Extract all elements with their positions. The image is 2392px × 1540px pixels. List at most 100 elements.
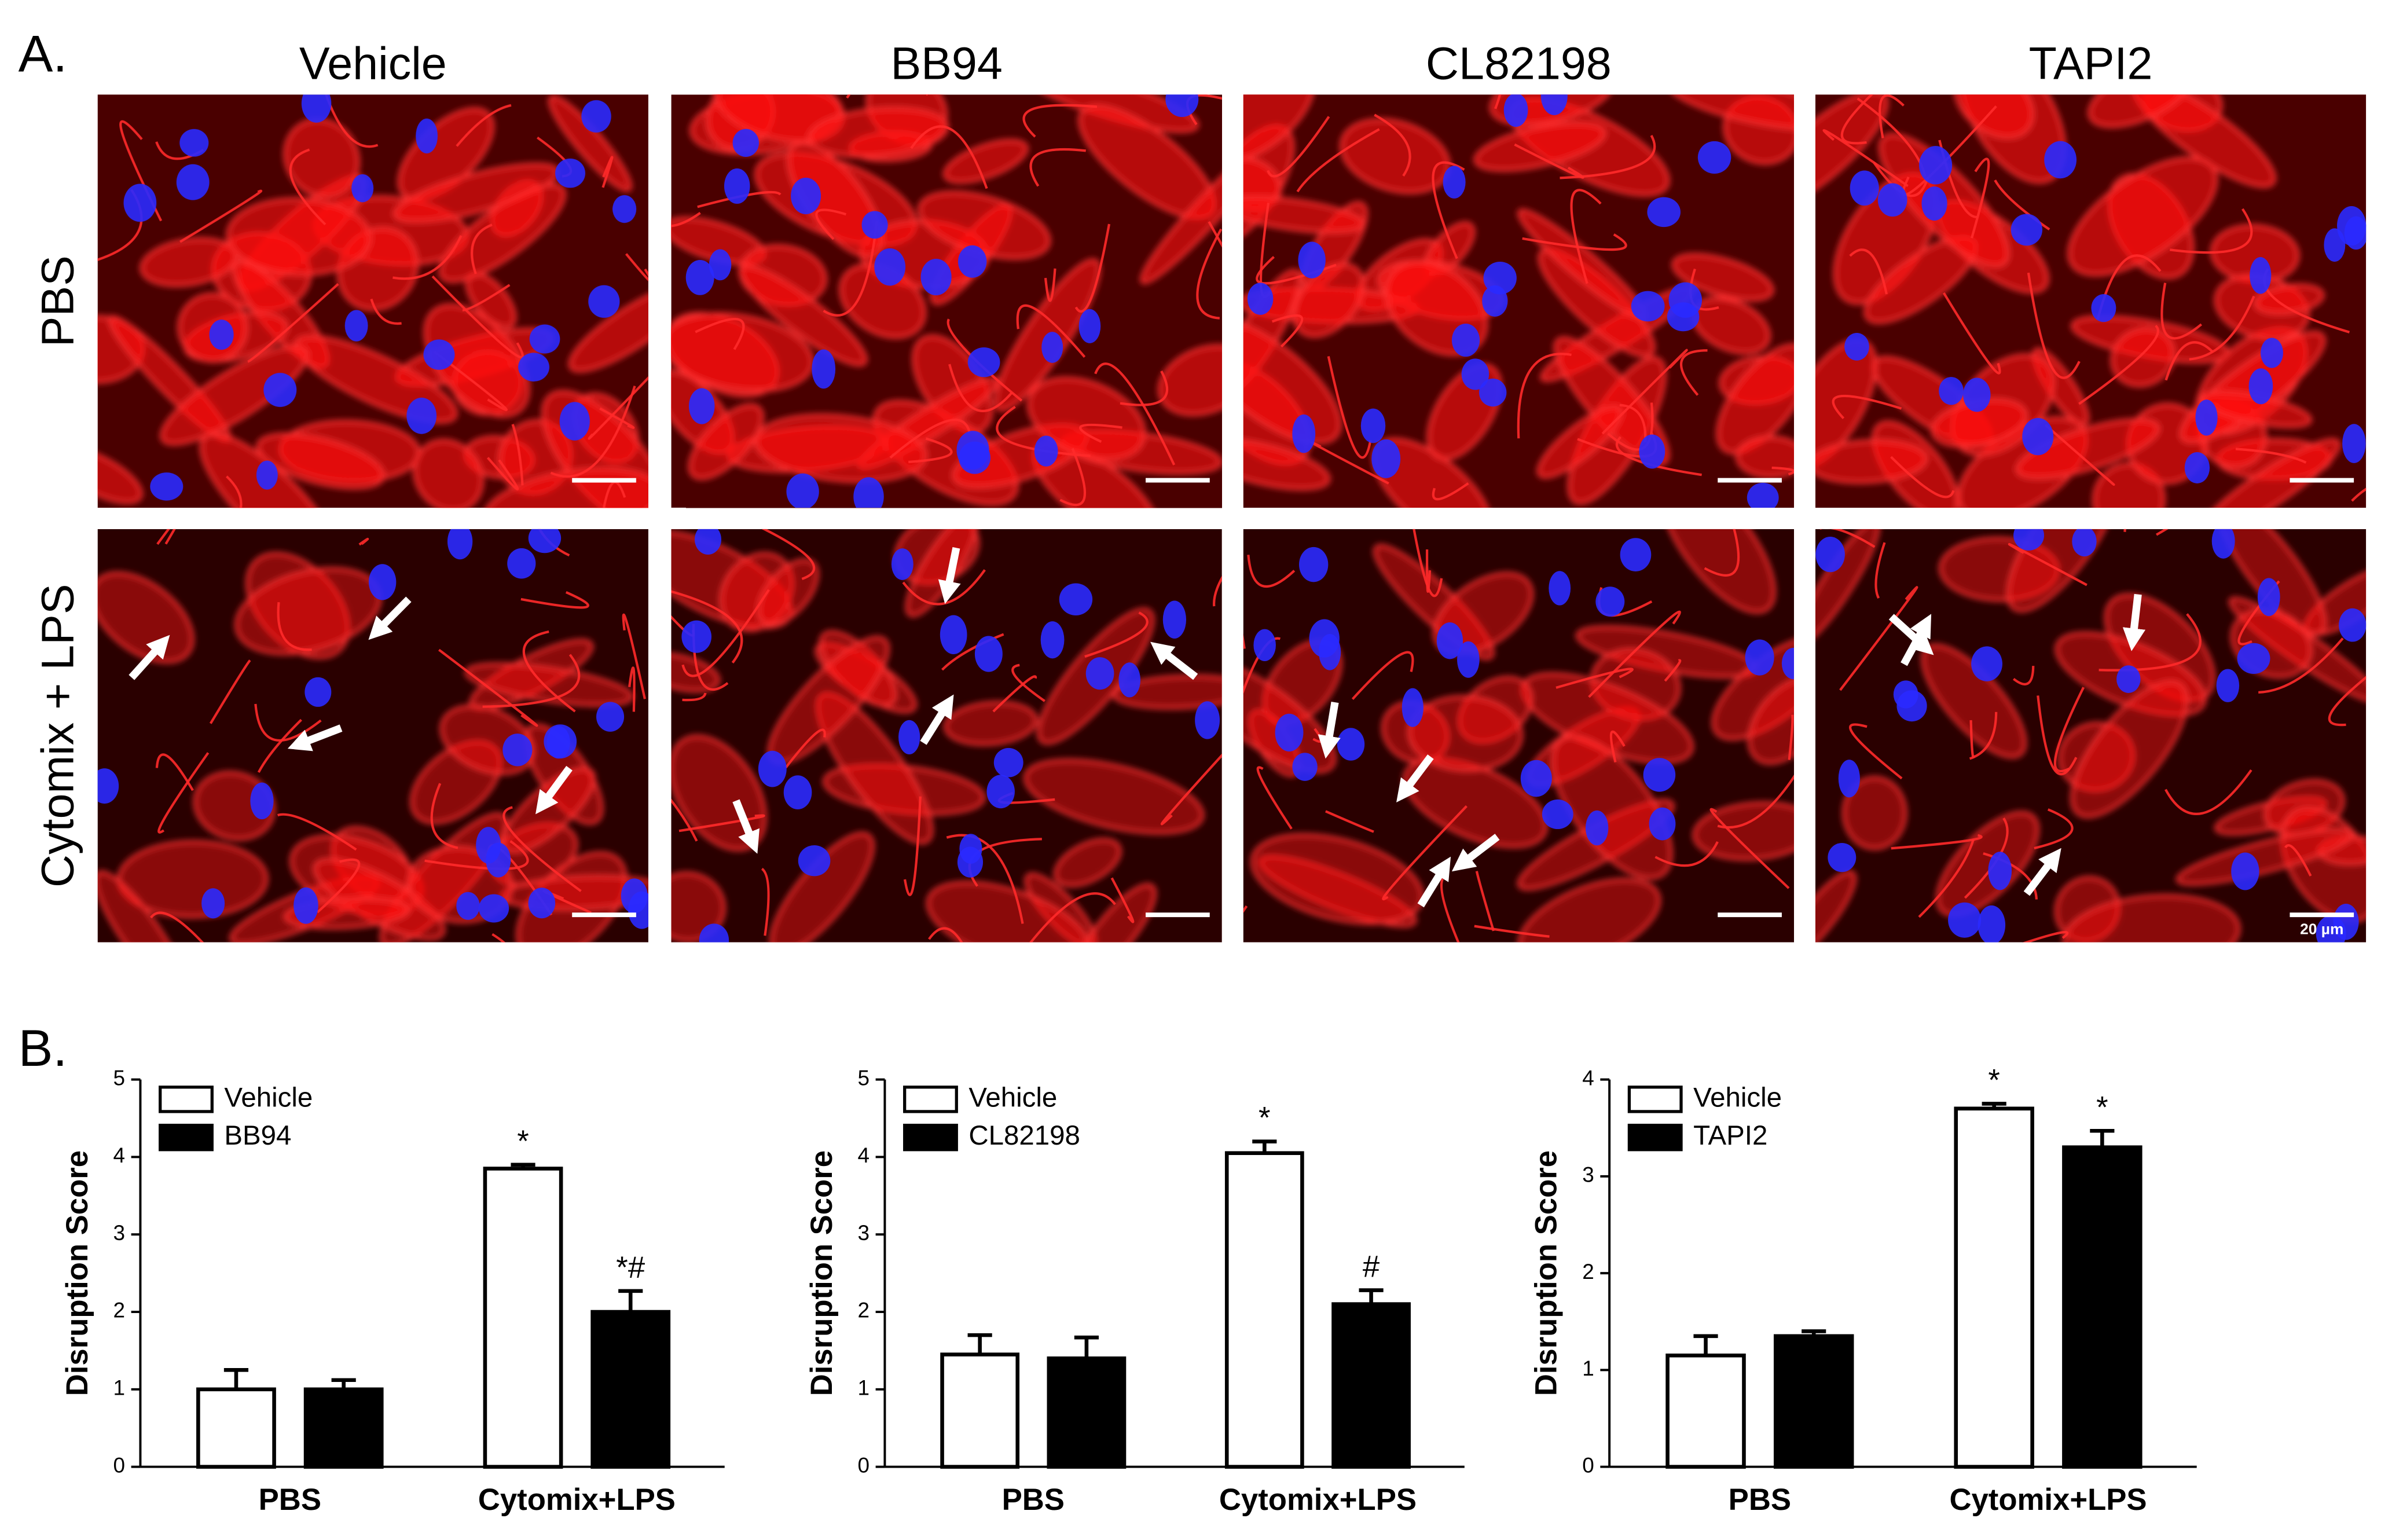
cell bbox=[944, 701, 1038, 746]
y-tick-label: 5 bbox=[113, 1066, 126, 1090]
membrane bbox=[1601, 349, 1688, 435]
nucleus bbox=[1971, 646, 2002, 681]
membrane bbox=[2351, 487, 2367, 502]
cell bbox=[97, 870, 187, 943]
nucleus bbox=[2237, 643, 2270, 674]
nucleus bbox=[588, 285, 620, 318]
membrane bbox=[157, 752, 210, 834]
cell bbox=[1536, 405, 1623, 479]
nucleus bbox=[2116, 665, 2141, 693]
legend-swatch bbox=[159, 1086, 214, 1113]
membrane bbox=[1822, 129, 1909, 188]
membrane bbox=[2160, 283, 2203, 340]
membrane bbox=[1969, 712, 1998, 760]
cell bbox=[1243, 196, 1366, 234]
nucleus bbox=[1371, 439, 1401, 478]
membrane bbox=[681, 589, 770, 677]
nucleus bbox=[2072, 529, 2097, 557]
nucleus bbox=[993, 747, 1023, 778]
nucleus bbox=[2216, 669, 2240, 702]
nucleus bbox=[1443, 166, 1466, 199]
nucleus bbox=[2091, 294, 2116, 322]
nucleus bbox=[940, 615, 967, 655]
membrane bbox=[697, 190, 782, 208]
bar bbox=[483, 1167, 563, 1469]
bar-chart: Disruption Score 0 1 2 3 4 5 PBS Cytomix+LPS Vehi… bbox=[60, 1066, 725, 1517]
membrane bbox=[1327, 355, 1372, 459]
nucleus bbox=[786, 473, 819, 508]
column-label: Vehicle bbox=[299, 38, 447, 89]
arrow bbox=[938, 547, 961, 604]
membrane bbox=[2027, 272, 2081, 379]
bar bbox=[1224, 1151, 1304, 1469]
nucleus bbox=[555, 158, 586, 188]
membrane bbox=[903, 796, 922, 896]
membrane bbox=[1311, 441, 1389, 485]
cell bbox=[671, 312, 814, 393]
nucleus bbox=[1436, 622, 1463, 659]
nucleus bbox=[956, 431, 989, 470]
nucleus bbox=[209, 320, 234, 350]
nucleus bbox=[974, 636, 1003, 672]
nucleus bbox=[957, 846, 984, 878]
nucleus bbox=[2211, 529, 2235, 559]
membrane bbox=[2235, 448, 2307, 464]
nucleus bbox=[1275, 713, 1304, 751]
nucleus bbox=[518, 353, 549, 382]
membrane bbox=[1588, 610, 1681, 698]
nucleus bbox=[1549, 571, 1571, 606]
nucleus bbox=[368, 564, 397, 600]
bar bbox=[590, 1310, 671, 1469]
x-tick-label: PBS bbox=[259, 1483, 321, 1517]
nucleus bbox=[344, 310, 368, 342]
nucleus bbox=[1649, 807, 1676, 841]
nucleus bbox=[1978, 905, 2006, 943]
membrane bbox=[511, 424, 524, 486]
membrane bbox=[1432, 161, 1465, 259]
cell bbox=[2063, 894, 2241, 943]
membrane bbox=[155, 753, 194, 791]
nucleus bbox=[783, 775, 812, 809]
cell bbox=[413, 439, 484, 508]
nucleus bbox=[528, 888, 556, 919]
nucleus bbox=[2044, 141, 2077, 179]
membrane bbox=[538, 529, 570, 557]
membrane bbox=[928, 927, 963, 943]
nucleus bbox=[2250, 256, 2272, 294]
nucleus bbox=[1844, 333, 1869, 361]
nucleus bbox=[2261, 338, 2283, 368]
cell bbox=[2006, 529, 2119, 613]
nucleus bbox=[732, 129, 760, 157]
cell bbox=[1671, 253, 1774, 302]
membrane bbox=[1890, 456, 1955, 498]
membrane bbox=[1059, 448, 1087, 507]
y-tick-label: 2 bbox=[1582, 1260, 1594, 1284]
x-tick-label: Cytomix+LPS bbox=[478, 1483, 676, 1517]
nucleus bbox=[2195, 399, 2218, 436]
arrow bbox=[920, 694, 954, 745]
nucleus bbox=[294, 887, 318, 924]
membrane bbox=[1555, 668, 1634, 689]
membrane bbox=[2008, 542, 2088, 586]
membrane bbox=[358, 537, 369, 546]
membrane bbox=[1016, 304, 1086, 358]
membrane bbox=[1819, 529, 1876, 548]
bar bbox=[1665, 1353, 1746, 1469]
cell bbox=[160, 345, 309, 446]
cell bbox=[905, 529, 978, 617]
membrane bbox=[1029, 892, 1116, 943]
column-label: BB94 bbox=[890, 38, 1002, 89]
membrane bbox=[1654, 841, 1719, 867]
nucleus bbox=[250, 782, 274, 820]
nucleus bbox=[1253, 629, 1276, 661]
membrane bbox=[695, 318, 745, 350]
nucleus bbox=[724, 168, 750, 204]
legend-swatch bbox=[903, 1086, 958, 1113]
legend-swatch bbox=[1627, 1124, 1683, 1152]
nucleus bbox=[123, 184, 157, 222]
cell bbox=[926, 881, 1091, 943]
membrane bbox=[1029, 148, 1086, 187]
membrane bbox=[1440, 878, 1460, 943]
membrane bbox=[316, 858, 361, 914]
